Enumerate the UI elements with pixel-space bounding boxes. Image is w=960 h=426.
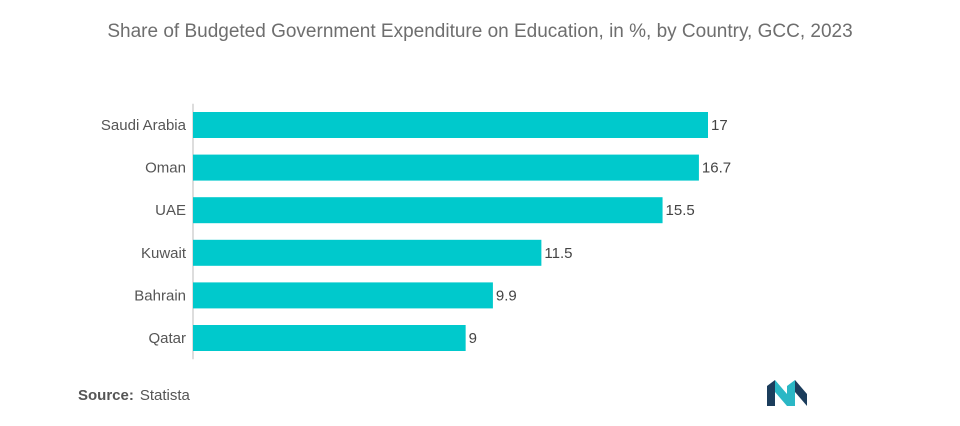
bar [193,112,708,138]
category-label: Kuwait [141,245,187,262]
data-label: 9 [469,330,477,347]
bar [193,197,663,224]
source-note: Source: Statista [78,387,190,404]
data-label: 16.7 [702,160,731,177]
category-label: Oman [145,160,186,177]
category-label: Saudi Arabia [101,117,187,134]
data-label: 9.9 [496,287,517,304]
category-label: Qatar [148,330,186,347]
bar [193,154,699,181]
bars-group: Saudi Arabia 17 Oman 16.7 UAE 15.5 Kuwait 11.5 B… [101,112,731,351]
data-label: 15.5 [666,202,695,219]
bar [193,325,466,351]
mordor-intelligence-logo-icon [767,380,807,406]
source-value: Statista [139,387,190,404]
bar [193,239,542,266]
bar [193,282,493,309]
category-label: Bahrain [134,287,186,304]
data-label: 17 [711,117,728,134]
data-label: 11.5 [544,245,572,262]
chart-title: Share of Budgeted Government Expenditure… [107,21,853,42]
category-label: UAE [155,202,186,219]
source-label: Source: [78,387,134,404]
